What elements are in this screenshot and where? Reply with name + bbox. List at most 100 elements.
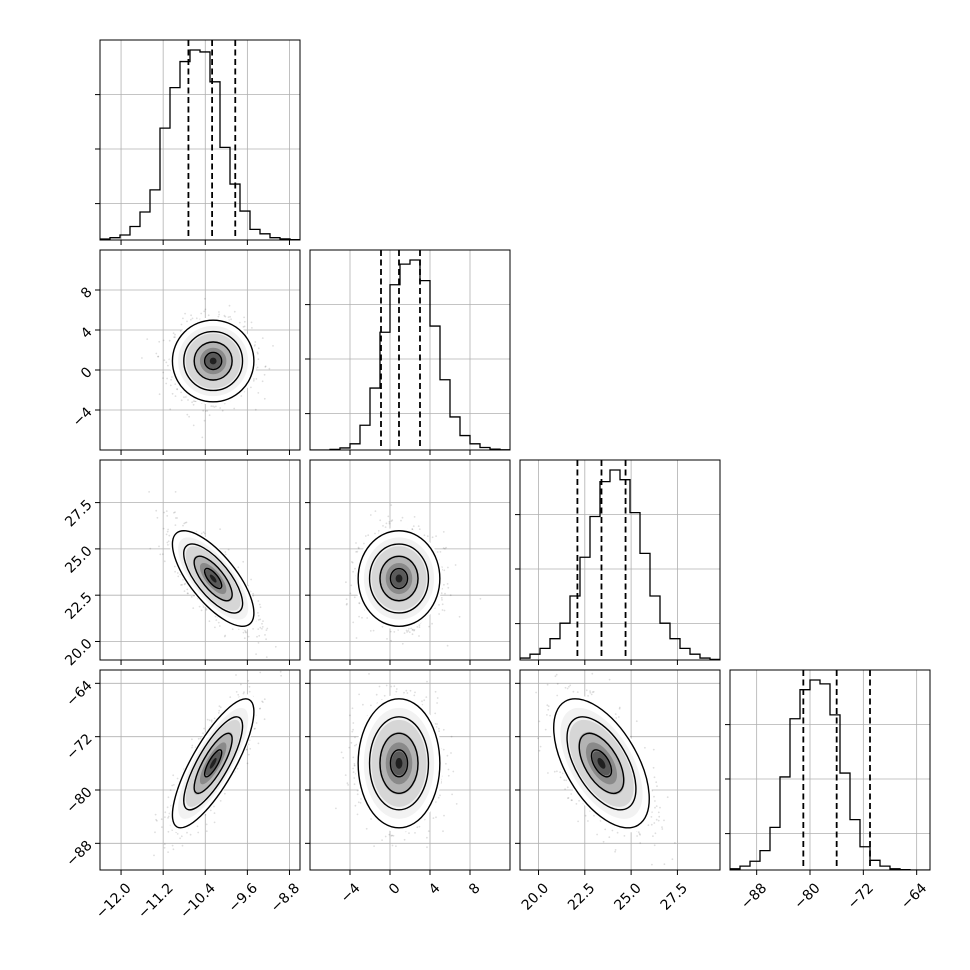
sample-point: [157, 355, 160, 358]
sample-point: [651, 863, 653, 866]
sample-point: [256, 351, 259, 354]
sample-point: [608, 836, 611, 839]
sample-point: [252, 379, 255, 382]
density-contour: [171, 319, 255, 403]
sample-point: [257, 600, 260, 602]
sample-point: [578, 799, 580, 802]
sample-point: [231, 628, 234, 631]
sample-point: [163, 359, 166, 362]
density-contour: [357, 698, 441, 829]
sample-point: [223, 314, 226, 317]
sample-point: [258, 603, 261, 606]
sample-point: [172, 848, 175, 851]
sample-point: [417, 525, 420, 527]
sample-point: [182, 317, 184, 320]
sample-point: [274, 645, 277, 648]
sample-point: [661, 826, 663, 828]
sample-point: [408, 631, 411, 634]
sample-point: [443, 569, 446, 572]
sample-point: [387, 515, 390, 518]
sample-point: [452, 770, 455, 773]
sample-point: [666, 796, 669, 799]
sample-point: [385, 522, 388, 525]
sample-point: [247, 635, 250, 638]
sample-point: [253, 378, 255, 380]
sample-point: [162, 371, 165, 374]
density-contour: [171, 530, 255, 627]
sample-point: [221, 409, 224, 412]
sample-point: [479, 597, 482, 600]
sample-point: [653, 795, 655, 798]
sample-point: [671, 858, 674, 861]
sample-point: [204, 297, 206, 300]
x-tick-label: 4: [426, 880, 444, 898]
sample-point: [565, 779, 568, 782]
sample-point: [213, 805, 215, 808]
sample-point: [390, 685, 393, 688]
sample-point: [250, 386, 252, 389]
sample-point: [568, 685, 570, 688]
sample-point: [176, 572, 179, 574]
sample-point: [184, 521, 187, 524]
sample-point: [587, 820, 589, 822]
sample-point: [235, 691, 238, 693]
sample-point: [377, 530, 380, 532]
sample-point: [176, 388, 179, 391]
sample-point: [252, 628, 255, 630]
sample-point: [162, 527, 165, 530]
sample-point: [370, 704, 372, 707]
sample-point: [442, 547, 445, 550]
sample-point: [209, 809, 212, 812]
sample-point: [352, 728, 354, 731]
sample-point: [395, 690, 398, 693]
sample-point: [383, 694, 386, 697]
sample-point: [167, 544, 169, 546]
sample-point: [575, 803, 578, 805]
sample-point: [263, 698, 266, 701]
sample-point: [441, 609, 444, 611]
sample-point: [443, 609, 446, 612]
histogram-panel-0: [95, 39, 301, 245]
y-tick-label: 27.5: [62, 497, 95, 530]
sample-point: [184, 312, 187, 315]
sample-point: [566, 786, 569, 789]
histogram-step: [730, 679, 930, 870]
sample-point: [186, 588, 189, 591]
histogram-frame: [99, 39, 301, 241]
sample-point: [418, 626, 421, 628]
sample-point: [566, 687, 569, 690]
sample-point: [546, 714, 548, 716]
sample-point: [191, 401, 194, 404]
sample-point: [538, 749, 541, 752]
sample-point: [263, 397, 266, 400]
density-contour: [193, 732, 233, 795]
sample-point: [547, 708, 550, 711]
sample-point: [219, 407, 222, 409]
sample-point: [657, 811, 660, 814]
sample-point: [435, 816, 437, 819]
sample-point: [259, 618, 262, 621]
panel-frame: [99, 669, 301, 871]
sample-point: [262, 620, 264, 622]
sample-point: [215, 619, 218, 621]
x-tick-label: −11.2: [135, 880, 177, 922]
sample-point: [442, 531, 445, 533]
sample-point: [590, 693, 593, 696]
sample-point: [204, 410, 207, 412]
sample-point: [170, 378, 173, 381]
sample-point: [435, 535, 437, 537]
sample-point: [250, 321, 253, 324]
sample-point: [247, 743, 250, 746]
sample-point: [254, 344, 256, 346]
sample-point: [356, 789, 359, 792]
sample-point: [167, 830, 170, 833]
sample-point: [203, 532, 206, 535]
sample-point: [258, 707, 261, 710]
sample-point: [347, 784, 349, 786]
sample-point: [350, 741, 353, 744]
sample-point: [181, 583, 184, 586]
sample-point: [242, 560, 245, 563]
sample-point: [436, 723, 438, 725]
sample-point: [636, 835, 638, 837]
sample-point: [416, 826, 419, 829]
